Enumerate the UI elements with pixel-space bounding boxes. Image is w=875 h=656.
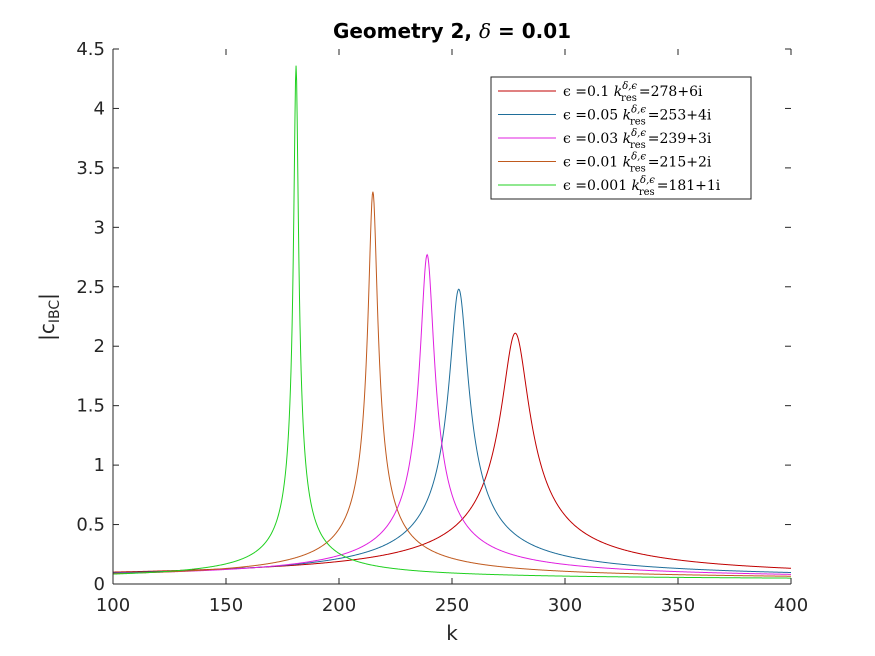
x-tick-label: 150 bbox=[209, 595, 243, 616]
legend-sup: δ,ϵ bbox=[622, 81, 637, 92]
y-tick-label: 1 bbox=[94, 455, 105, 476]
y-tick-label: 2.5 bbox=[76, 277, 105, 298]
legend-eps: ϵ =0.05 bbox=[563, 108, 618, 124]
y-tick-label: 0.5 bbox=[76, 515, 105, 536]
x-tick-label: 200 bbox=[322, 595, 356, 616]
legend-val: =253+4i bbox=[648, 108, 712, 124]
legend-sup: δ,ϵ bbox=[631, 105, 646, 116]
legend-entry-1: ϵ =0.05 kδ,ϵ res =253+4i bbox=[563, 105, 712, 128]
legend-eps: ϵ =0.001 bbox=[563, 178, 627, 194]
legend: ϵ =0.1 kδ,ϵ res =278+6iϵ =0.05 kδ,ϵ res =253… bbox=[490, 76, 752, 200]
legend-eps: ϵ =0.01 bbox=[563, 155, 618, 171]
y-tick-label: 1.5 bbox=[76, 396, 105, 417]
chart-title: Geometry 2, δ = 0.01 bbox=[333, 19, 571, 43]
legend-entry-3: ϵ =0.01 kδ,ϵ res =215+2i bbox=[563, 152, 712, 175]
legend-sup: δ,ϵ bbox=[640, 175, 655, 186]
series-line-2 bbox=[113, 253, 791, 575]
y-tick-label: 0 bbox=[94, 574, 105, 595]
y-tick-label: 3.5 bbox=[76, 158, 105, 179]
y-axis-label-close: | bbox=[35, 293, 59, 300]
legend-sup: δ,ϵ bbox=[631, 152, 646, 163]
chart-title-suffix: = 0.01 bbox=[491, 19, 571, 43]
legend-sub: res bbox=[639, 187, 655, 198]
y-axis-label: |cIBC| bbox=[35, 293, 63, 341]
chart-title-prefix: Geometry 2, bbox=[333, 19, 479, 43]
x-tick-label: 350 bbox=[661, 595, 695, 616]
x-tick-label: 300 bbox=[548, 595, 582, 616]
legend-sup: δ,ϵ bbox=[631, 128, 646, 139]
legend-sub: res bbox=[630, 140, 646, 151]
legend-k: k bbox=[627, 178, 640, 194]
y-axis-label-main: |c bbox=[35, 323, 59, 341]
x-ticks: 100 150 200 250 300 350 400 bbox=[96, 49, 808, 616]
x-tick-label: 100 bbox=[96, 595, 130, 616]
y-tick-label: 4.5 bbox=[76, 39, 105, 60]
legend-val: =181+1i bbox=[657, 178, 721, 194]
y-tick-label: 2 bbox=[94, 336, 105, 357]
legend-entry-4: ϵ =0.001 kδ,ϵ res =181+1i bbox=[563, 175, 721, 198]
legend-k: k bbox=[609, 84, 622, 100]
legend-val: =278+6i bbox=[639, 84, 703, 100]
legend-entry-2: ϵ =0.03 kδ,ϵ res =239+3i bbox=[563, 128, 712, 151]
legend-entry-0: ϵ =0.1 kδ,ϵ res =278+6i bbox=[563, 81, 703, 104]
legend-k: k bbox=[618, 155, 631, 171]
legend-eps: ϵ =0.1 bbox=[563, 84, 609, 100]
y-ticks: 0 0.5 1 1.5 2 2.5 3 3.5 4 4.5 bbox=[76, 39, 791, 595]
legend-sub: res bbox=[621, 93, 637, 104]
series-line-4 bbox=[113, 65, 791, 579]
series-line-3 bbox=[113, 191, 791, 577]
x-tick-label: 400 bbox=[774, 595, 808, 616]
series-layer bbox=[113, 65, 791, 579]
legend-val: =215+2i bbox=[648, 155, 712, 171]
legend-k: k bbox=[618, 131, 631, 147]
legend-sub: res bbox=[630, 164, 646, 175]
legend-val: =239+3i bbox=[648, 131, 712, 147]
legend-eps: ϵ =0.03 bbox=[563, 131, 618, 147]
chart-title-delta: δ bbox=[479, 19, 491, 43]
y-tick-label: 3 bbox=[94, 217, 105, 238]
x-tick-label: 250 bbox=[435, 595, 469, 616]
legend-k: k bbox=[618, 108, 631, 124]
x-axis-label: k bbox=[446, 621, 458, 645]
y-axis-label-sub: IBC bbox=[47, 300, 63, 323]
legend-sub: res bbox=[630, 117, 646, 128]
y-tick-label: 4 bbox=[94, 98, 105, 119]
